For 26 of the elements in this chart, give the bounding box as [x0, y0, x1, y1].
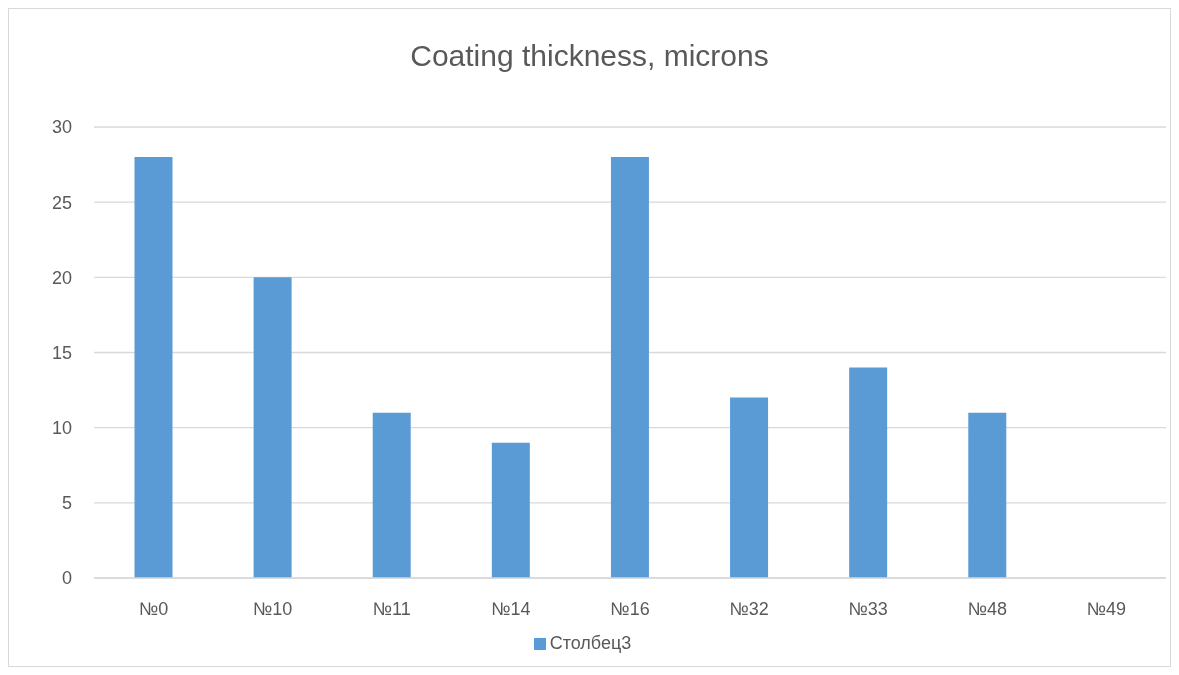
y-tick-label: 5: [61, 493, 72, 514]
legend-label: Столбец3: [549, 633, 632, 653]
bar: [968, 412, 1007, 578]
x-tick-label: №16: [610, 598, 650, 619]
y-tick-label: 10: [51, 418, 72, 439]
x-tick-label: №33: [848, 598, 888, 619]
bar: [134, 157, 173, 578]
x-tick-label: №10: [252, 598, 293, 619]
y-tick-label: 25: [51, 192, 72, 213]
bar: [372, 412, 411, 578]
x-tick-label: №0: [138, 598, 169, 619]
chart-title: Coating thickness, microns: [409, 38, 770, 74]
x-tick-label: №11: [372, 598, 411, 619]
x-tick-label: №32: [729, 598, 769, 619]
y-tick-label: 20: [51, 267, 72, 288]
x-tick-label: №48: [967, 598, 1008, 619]
x-tick-label: №14: [491, 598, 531, 619]
y-tick-label: 0: [61, 568, 72, 589]
y-tick-label: 30: [51, 117, 72, 138]
y-tick-label: 15: [51, 342, 72, 363]
bar: [491, 442, 530, 578]
x-tick-label: №49: [1086, 598, 1127, 619]
bar: [610, 157, 649, 578]
bar: [730, 397, 769, 578]
bar: [849, 367, 888, 578]
bar: [253, 277, 292, 578]
